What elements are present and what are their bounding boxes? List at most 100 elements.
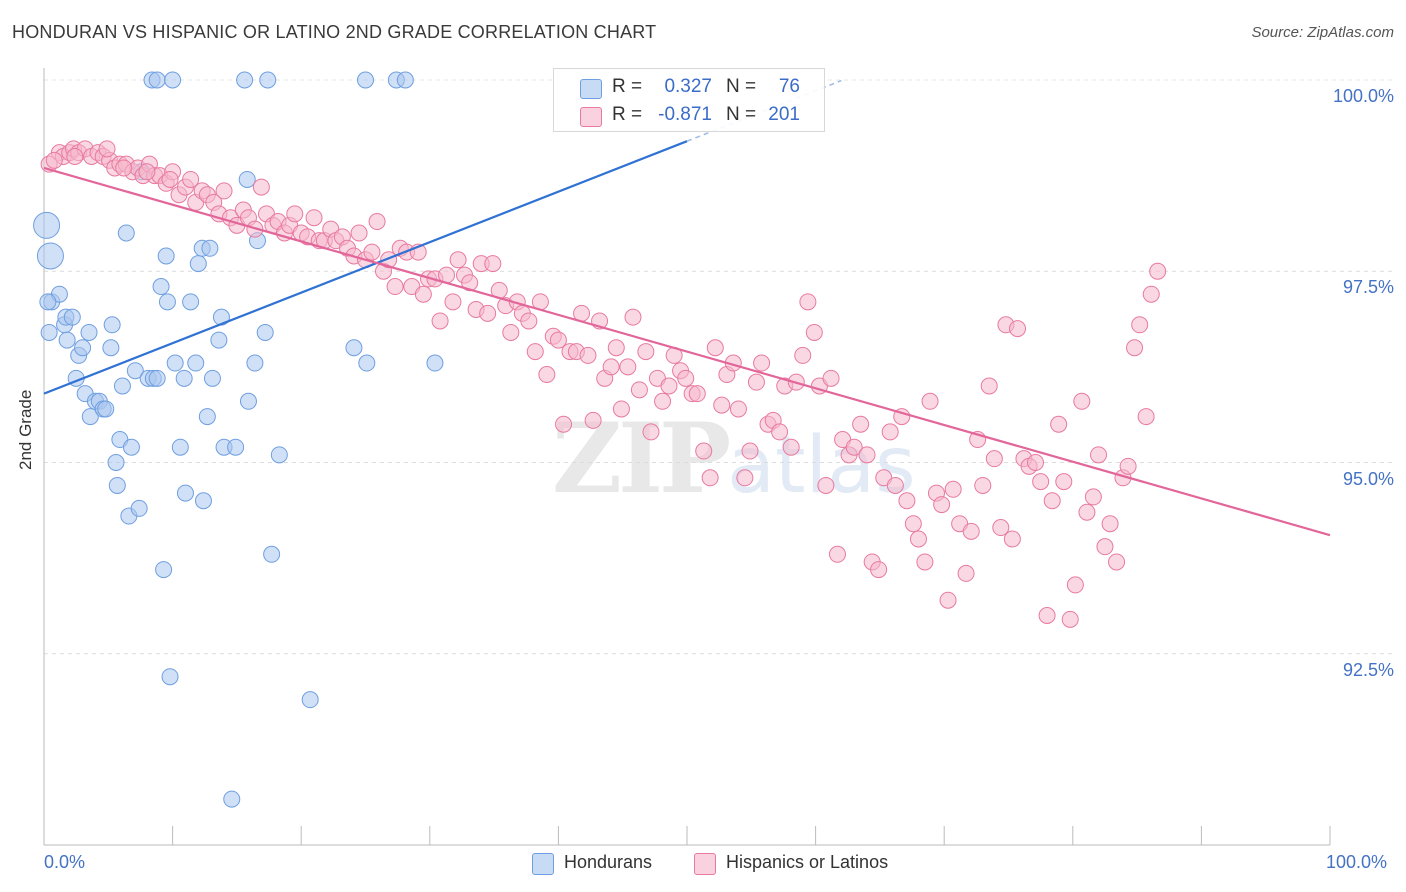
point-hispanic (729, 400, 747, 418)
point-hispanic (909, 530, 927, 548)
stats-swatch-hispanics (580, 107, 602, 127)
stats-r-label: R = (612, 76, 643, 97)
point-honduran (103, 316, 121, 334)
point-hispanic (449, 251, 467, 269)
point-honduran (148, 369, 166, 387)
point-hispanic (701, 469, 719, 487)
point-hispanic (944, 480, 962, 498)
point-hispanic (939, 591, 957, 609)
point-honduran (164, 71, 182, 89)
point-hispanic (1126, 339, 1144, 357)
point-hispanic (1027, 454, 1045, 471)
legend-swatch-hispanics (694, 853, 716, 875)
stats-r-value: -0.871 (658, 104, 712, 125)
point-hispanic (45, 151, 63, 169)
point-hispanic (479, 304, 497, 322)
point-honduran (238, 170, 256, 188)
point-hispanic (1119, 457, 1137, 475)
point-honduran (396, 71, 414, 89)
point-hispanic (161, 170, 179, 188)
point-hispanic (654, 392, 672, 410)
point-honduran (122, 438, 140, 456)
point-hispanic (1003, 530, 1021, 548)
point-hispanic (1073, 392, 1091, 410)
point-honduran (203, 369, 221, 387)
point-honduran (358, 354, 376, 372)
point-hispanic (985, 450, 1003, 468)
stats-legend-box: R = 0.327 N = 76 R = -0.871 N = 201 (553, 68, 825, 132)
point-hispanic (115, 159, 133, 177)
point-hispanic (845, 438, 863, 456)
axis-layer (43, 68, 1331, 846)
point-hispanic (138, 163, 156, 181)
point-honduran (301, 691, 319, 709)
y-tick-label: 92.5% (1342, 659, 1394, 680)
point-honduran (259, 71, 277, 89)
point-hispanic (502, 323, 520, 341)
stats-n-value: 201 (768, 104, 800, 125)
point-hispanic (688, 385, 706, 403)
point-hispanic (630, 381, 648, 399)
point-honduran (126, 362, 144, 380)
point-hispanic (363, 243, 381, 261)
point-hispanic (771, 423, 789, 441)
point-hispanic (881, 423, 899, 441)
point-hispanic (624, 308, 642, 326)
point-hispanic (921, 392, 939, 410)
point-hispanic (579, 346, 597, 364)
point-hispanic (1009, 320, 1027, 338)
chart-source: Source: ZipAtlas.com (1251, 24, 1394, 41)
point-hispanic (1108, 553, 1126, 571)
point-hispanic (1131, 316, 1149, 334)
point-hispanic (252, 178, 270, 196)
point-hispanic (1078, 503, 1096, 521)
point-hispanic (805, 323, 823, 341)
point-honduran (236, 71, 254, 89)
trend-layer (43, 79, 1331, 537)
point-honduran (345, 339, 363, 357)
point-hispanic (933, 496, 951, 514)
point-hispanic (1066, 576, 1084, 594)
point-hispanic (741, 442, 759, 460)
point-hispanic (1050, 415, 1068, 433)
point-honduran (187, 354, 205, 372)
stats-row-hondurans: R = 0.327 N = 76 (554, 73, 824, 101)
stats-n-label: N = (726, 104, 757, 125)
point-hispanic (461, 274, 479, 292)
x-tick-label-max: 100.0% (1326, 852, 1388, 872)
series-hispanics-points (40, 140, 1167, 628)
point-hispanic (677, 369, 695, 387)
point-hispanic (555, 415, 573, 433)
point-hispanic (414, 285, 432, 303)
point-honduran (117, 224, 135, 242)
point-hispanic (706, 339, 724, 357)
point-honduran (426, 354, 444, 372)
point-honduran (256, 323, 274, 341)
series-hondurans-points (33, 71, 444, 808)
legend-label-hondurans: Hondurans (564, 852, 653, 872)
point-hispanic (484, 255, 502, 273)
point-honduran (263, 545, 281, 563)
point-hispanic (526, 343, 544, 361)
point-honduran (81, 408, 99, 426)
point-hispanic (549, 331, 567, 349)
point-hispanic (870, 561, 888, 579)
point-honduran (223, 790, 241, 808)
point-hispanic (444, 293, 462, 311)
point-hispanic (642, 423, 660, 441)
point-hispanic (1032, 473, 1050, 491)
point-hispanic (305, 209, 323, 227)
point-honduran (239, 392, 257, 410)
point-honduran (201, 239, 219, 257)
stats-r-label: R = (612, 104, 643, 125)
point-hispanic (350, 224, 368, 242)
point-honduran (194, 492, 212, 510)
point-honduran (130, 499, 148, 517)
point-hispanic (817, 476, 835, 494)
point-hispanic (898, 492, 916, 510)
point-honduran (176, 484, 194, 502)
point-hispanic (736, 469, 754, 487)
chart-title: HONDURAN VS HISPANIC OR LATINO 2ND GRADE… (12, 22, 657, 42)
point-hispanic (980, 377, 998, 395)
y-tick-label: 100.0% (1332, 86, 1394, 106)
